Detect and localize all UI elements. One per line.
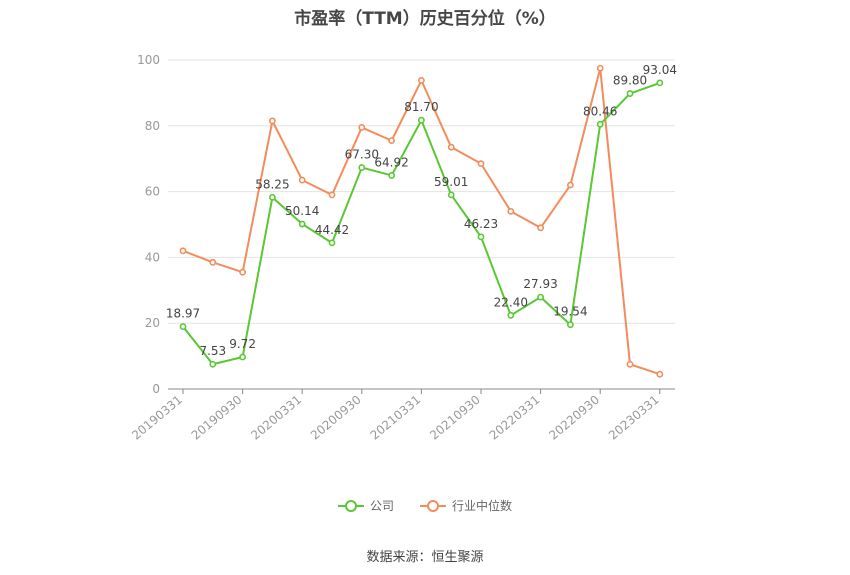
x-tick-label-20220930: 20220930 xyxy=(546,393,602,443)
data-point-s0-13 xyxy=(567,321,574,329)
data-label-15: 89.80 xyxy=(613,74,647,88)
y-tick-label-100: 100 xyxy=(137,53,160,67)
data-point-s0-16 xyxy=(656,79,664,87)
data-label-16: 93.04 xyxy=(643,63,677,77)
legend-swatch-industry-median xyxy=(420,499,446,513)
y-tick-label-20: 20 xyxy=(145,316,160,330)
data-point-s1-2 xyxy=(239,268,246,276)
data-point-s1-10 xyxy=(477,160,485,168)
x-tick-label-20230331: 20230331 xyxy=(606,393,662,443)
data-point-s0-5 xyxy=(328,239,336,247)
data-point-s0-2 xyxy=(239,353,246,361)
legend-item-company[interactable]: 公司 xyxy=(337,497,394,514)
data-label-5: 44.42 xyxy=(315,223,349,237)
data-label-11: 22.40 xyxy=(494,295,528,309)
data-point-s1-9 xyxy=(447,143,455,151)
x-tick-label-20210930: 20210930 xyxy=(427,393,483,443)
data-point-s1-0 xyxy=(179,247,187,255)
data-point-s0-4 xyxy=(298,220,306,228)
data-point-s1-11 xyxy=(507,207,515,215)
y-tick-label-40: 40 xyxy=(145,250,160,264)
data-label-10: 46.23 xyxy=(464,217,498,231)
data-point-s0-6 xyxy=(358,164,366,171)
data-point-s0-9 xyxy=(447,191,455,199)
data-label-14: 80.46 xyxy=(583,104,617,118)
data-point-s0-14 xyxy=(596,120,604,128)
series-line-0 xyxy=(182,81,661,366)
x-tick-label-20190930: 20190930 xyxy=(189,393,245,443)
data-point-s1-15 xyxy=(626,360,634,368)
data-point-s1-16 xyxy=(656,370,664,378)
data-label-13: 19.54 xyxy=(553,305,587,319)
y-tick-label-0: 0 xyxy=(152,382,160,396)
data-point-s0-11 xyxy=(507,311,515,319)
line-chart: 0 20 40 60 80 100 20190331 20190930 20200331 2020… xyxy=(129,53,677,443)
data-source-note: 数据来源：恒生聚源 xyxy=(366,550,484,565)
data-point-s0-3 xyxy=(268,193,276,201)
data-point-s0-0 xyxy=(179,323,187,330)
data-label-2: 9.72 xyxy=(229,337,256,351)
data-point-s1-5 xyxy=(328,191,336,199)
data-label-4: 50.14 xyxy=(285,204,319,218)
data-point-s0-15 xyxy=(626,90,634,97)
data-point-s1-4 xyxy=(298,176,306,184)
data-point-s1-12 xyxy=(537,224,544,232)
data-point-s1-1 xyxy=(209,258,217,266)
legend-label-company: 公司 xyxy=(369,499,394,513)
data-label-9: 59.01 xyxy=(434,175,468,189)
data-point-s1-13 xyxy=(567,181,574,189)
data-point-s1-3 xyxy=(268,117,276,125)
data-label-12: 27.93 xyxy=(523,277,557,291)
legend-swatch-company xyxy=(337,499,364,513)
legend-label-industry-median: 行业中位数 xyxy=(452,499,513,513)
data-point-s1-8 xyxy=(417,76,425,84)
data-label-1: 7.53 xyxy=(199,344,226,358)
x-tick-label-20190331: 20190331 xyxy=(129,393,185,443)
y-tick-label-60: 60 xyxy=(145,185,160,199)
data-label-8: 81.70 xyxy=(404,100,438,114)
x-tick-label-20210331: 20210331 xyxy=(368,393,424,443)
data-label-3: 58.25 xyxy=(255,177,289,191)
data-point-s0-1 xyxy=(209,360,217,368)
x-tick-label-20200331: 20200331 xyxy=(248,393,304,443)
data-point-s1-7 xyxy=(388,137,395,145)
y-tick-label-80: 80 xyxy=(145,119,160,133)
chart-title: 市盈率（TTM）历史百分位（%） xyxy=(294,9,556,29)
data-point-s0-10 xyxy=(477,233,485,241)
data-point-s0-8 xyxy=(417,116,425,124)
data-point-s1-6 xyxy=(358,124,366,131)
data-point-s0-12 xyxy=(537,293,544,301)
x-tick-label-20220331: 20220331 xyxy=(487,393,543,443)
x-tick-label-20200930: 20200930 xyxy=(308,393,364,443)
data-label-7: 64.92 xyxy=(374,155,408,169)
data-label-0: 18.97 xyxy=(166,307,200,321)
series-layer xyxy=(179,64,664,378)
data-label-6: 67.30 xyxy=(345,148,379,162)
legend: 公司 行业中位数 xyxy=(0,497,850,514)
data-point-s1-14 xyxy=(596,64,604,72)
data-point-s0-7 xyxy=(388,172,395,179)
legend-item-industry-median[interactable]: 行业中位数 xyxy=(420,497,512,514)
